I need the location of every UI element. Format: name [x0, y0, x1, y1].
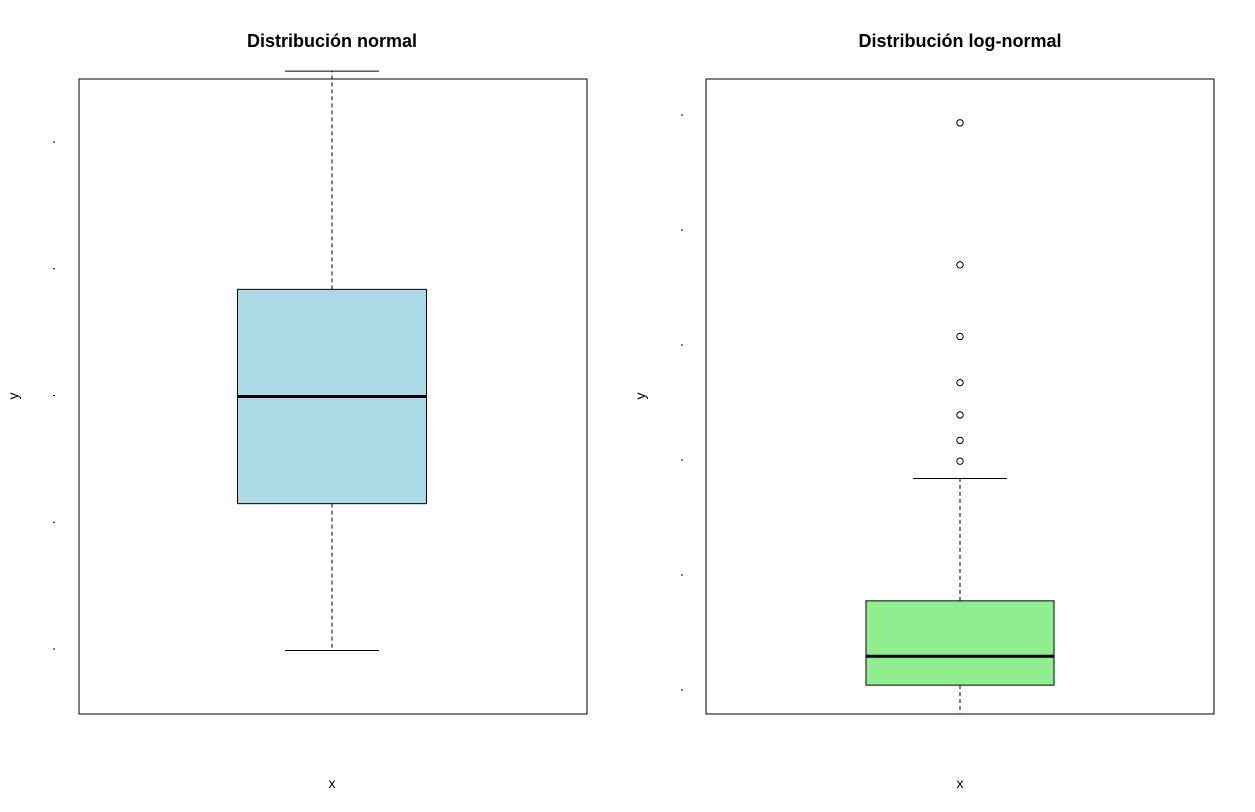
y-axis-label: y	[5, 393, 21, 400]
y-axis-ticks	[681, 114, 683, 691]
panel-log-normal: Distribución log-normal x y	[632, 31, 1215, 791]
outlier-point	[956, 378, 964, 387]
panel-normal: Distribución normal x y	[5, 31, 588, 791]
plot-frame	[78, 78, 588, 715]
chart-title: Distribución log-normal	[858, 31, 1061, 51]
outlier-point	[956, 119, 964, 127]
outlier-point	[956, 332, 964, 341]
outlier-point	[956, 436, 964, 445]
y-axis-label: y	[632, 393, 648, 400]
boxplot-marks	[865, 119, 1055, 715]
outlier-point	[956, 411, 964, 419]
x-axis-label: x	[329, 775, 336, 791]
y-axis-ticks	[53, 141, 55, 650]
iqr-box	[865, 600, 1055, 686]
chart-title: Distribución normal	[247, 31, 417, 51]
x-axis-label: x	[957, 775, 964, 791]
outlier-point	[956, 457, 964, 465]
outlier-point	[956, 261, 964, 269]
boxplot-marks	[237, 70, 427, 651]
